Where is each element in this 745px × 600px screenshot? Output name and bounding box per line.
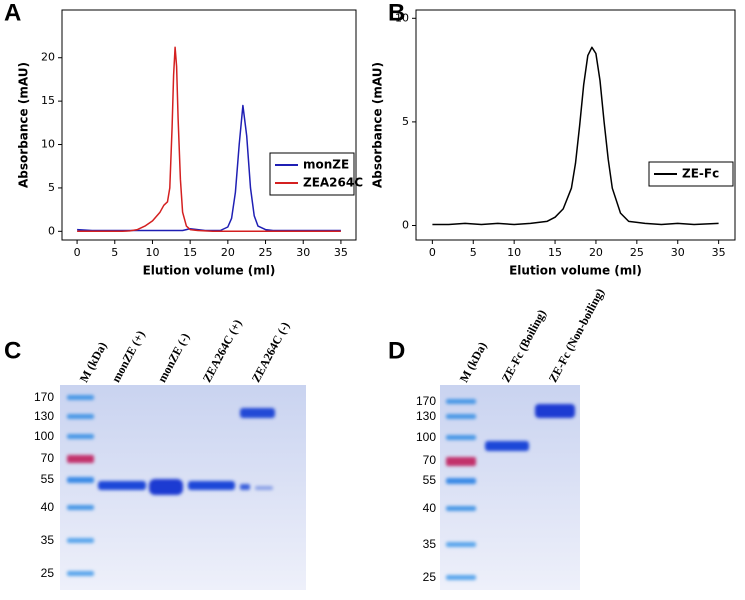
panel-label: B [388,0,405,26]
band [240,408,275,418]
data-line [77,46,341,233]
x-tick-label: 30 [296,246,310,259]
y-tick-label: 15 [41,94,55,107]
marker-label: 40 [423,501,437,515]
legend-label: ZE-Fc [682,167,719,181]
x-tick-label: 20 [221,246,235,259]
marker-band [446,506,476,511]
x-tick-label: 30 [671,246,685,259]
y-tick-label: 5 [48,181,55,194]
marker-header: M (kDa) [457,340,490,385]
x-tick-label: 20 [589,246,603,259]
marker-label: 55 [41,472,55,486]
marker-label: 70 [41,451,55,465]
band [98,481,146,490]
x-tick-label: 5 [470,246,477,259]
lane-label: ZE-Fc (Non-boiling) [546,286,607,385]
band [149,479,183,495]
lane-label: monZE (-) [155,331,193,385]
x-axis-label: Elution volume (ml) [509,264,642,278]
marker-band [67,455,94,463]
marker-label: 40 [41,500,55,514]
marker-label: 35 [423,537,437,551]
bands [446,399,575,580]
marker-label: 70 [423,453,437,467]
gel-d [440,385,580,590]
x-tick-label: 35 [334,246,348,259]
x-tick-label: 15 [183,246,197,259]
y-tick-label: 5 [402,115,409,128]
marker-label: 55 [423,473,437,487]
marker-band [446,414,476,419]
x-tick-label: 10 [507,246,521,259]
marker-band [67,395,94,400]
panel-label: A [4,0,21,26]
marker-band [67,477,94,483]
marker-band [67,414,94,419]
band [485,441,529,451]
marker-label: 170 [416,394,436,408]
legend-label: monZE [303,158,349,172]
x-tick-label: 5 [111,246,118,259]
marker-band [446,542,476,547]
x-tick-label: 0 [429,246,436,259]
marker-band [67,434,94,439]
panel-label: D [388,337,405,364]
y-tick-label: 10 [395,11,409,24]
marker-label: 130 [416,409,436,423]
lane-label: ZEA264C (-) [249,320,293,385]
lane-label: monZE (+) [109,328,148,384]
marker-band [446,457,476,466]
legend-box [269,152,355,196]
y-tick-label: 20 [41,51,55,64]
panel-label: C [4,337,21,364]
x-tick-label: 25 [630,246,644,259]
marker-header: M (kDa) [77,340,110,385]
legend-label: ZEA264C [303,176,363,190]
y-axis-label: Absorbance (mAU) [371,62,385,188]
y-tick-label: 0 [402,218,409,231]
plot-frame [415,9,736,241]
marker-label: 100 [34,429,54,443]
x-tick-label: 10 [145,246,159,259]
marker-band [446,478,476,484]
x-tick-label: 15 [548,246,562,259]
gel-background [440,385,580,590]
bands [67,395,275,576]
marker-label: 170 [34,390,54,404]
band [535,404,575,418]
marker-band [446,575,476,580]
y-tick-label: 10 [41,138,55,151]
x-tick-label: 35 [712,246,726,259]
data-line [432,46,719,226]
marker-band [67,538,94,543]
y-axis-label: Absorbance (mAU) [17,62,31,188]
marker-band [446,399,476,404]
band [255,486,273,490]
marker-label: 130 [34,409,54,423]
x-tick-label: 25 [259,246,273,259]
x-tick-label: 0 [74,246,81,259]
marker-band [67,571,94,576]
lane-label: ZE-Fc (Boiling) [499,307,549,385]
marker-band [446,435,476,440]
lane-label: ZEA264C (+) [200,317,245,385]
band [188,481,235,490]
data-line [77,104,341,232]
marker-band [67,505,94,510]
marker-label: 100 [416,430,436,444]
band [240,484,250,490]
plot-frame [61,9,357,241]
x-axis-label: Elution volume (ml) [143,264,276,278]
y-tick-label: 0 [48,224,55,237]
gel-c [60,385,306,590]
marker-label: 25 [41,566,55,580]
marker-label: 35 [41,533,55,547]
marker-label: 25 [423,570,437,584]
